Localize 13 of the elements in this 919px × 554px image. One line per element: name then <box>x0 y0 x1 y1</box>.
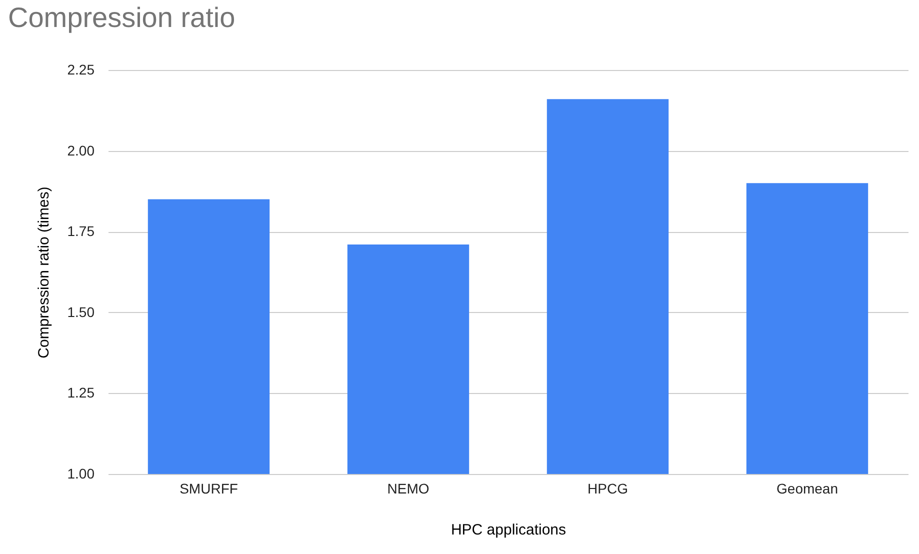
y-tick-label: 1.25 <box>67 384 95 401</box>
x-tick-label: HPCG <box>588 480 628 496</box>
x-tick-label: NEMO <box>387 480 430 496</box>
x-tick-label: Geomean <box>776 480 838 496</box>
x-axis-title: HPC applications <box>450 522 566 538</box>
chart-title: Compression ratio <box>8 2 236 33</box>
y-tick-label: 1.75 <box>67 223 95 240</box>
y-tick-label: 2.00 <box>67 142 95 158</box>
x-tick-label: SMURFF <box>180 480 238 496</box>
y-axis-title: Compression ratio (times) <box>35 186 52 358</box>
y-tick-label: 1.00 <box>67 466 95 482</box>
y-tick-label: 1.50 <box>67 304 95 320</box>
y-tick-label: 2.25 <box>67 62 95 78</box>
